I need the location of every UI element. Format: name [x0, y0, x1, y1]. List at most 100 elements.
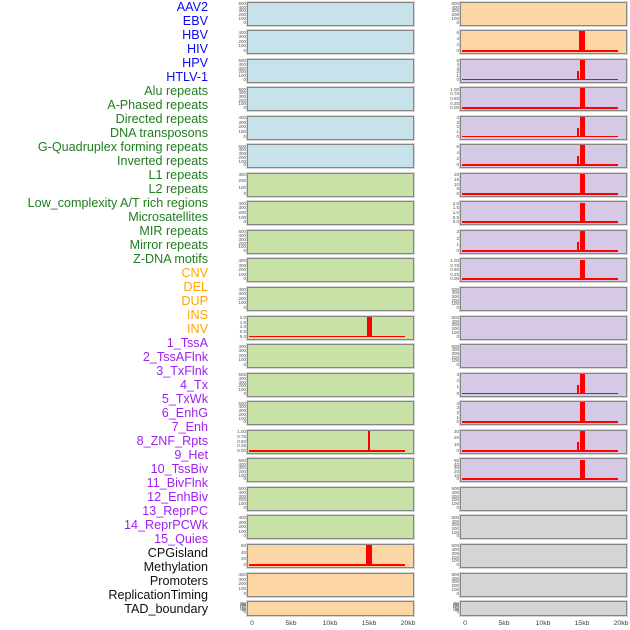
- row-label: 1_TssA: [166, 336, 208, 350]
- y-axis-tick-label: 400: [238, 90, 246, 96]
- track-panel: [247, 486, 414, 511]
- y-axis-tick-label: 0: [456, 419, 459, 425]
- track-panel: [460, 543, 627, 568]
- y-axis-tick-label: 10: [453, 182, 459, 188]
- y-axis-tick-label: 500: [451, 486, 459, 492]
- y-axis-tick-label: 3: [456, 405, 459, 411]
- y-axis-tick-label: 300: [238, 577, 246, 583]
- row-label: HIV: [187, 42, 208, 56]
- y-axis-tick-label: 400: [451, 319, 459, 325]
- y-axis-tick-label: 0.50: [450, 96, 459, 102]
- y-axis-tick-label: 300: [451, 494, 459, 500]
- y-axis-tick-label: 200: [451, 497, 459, 503]
- row-label: 9_Het: [174, 448, 208, 462]
- y-axis-tick-label: 0: [456, 533, 459, 539]
- y-axis-tick-label: 0.5: [239, 329, 246, 335]
- y-axis-tick-label: 0: [456, 48, 459, 54]
- y-axis-tick-label: 500: [238, 401, 246, 407]
- signal-baseline: [461, 221, 618, 224]
- y-axis-tick-label: 200: [238, 296, 246, 302]
- y-axis-tick-label: 40: [453, 462, 459, 467]
- row-label: L2 repeats: [148, 182, 208, 196]
- signal-spike-step: [577, 70, 580, 79]
- y-axis-tick-label: 2: [456, 124, 459, 130]
- y-axis-tick-label: 1.5: [452, 206, 459, 211]
- y-axis-tick-label: 100: [451, 530, 459, 536]
- y-axis-tick-label: 0: [456, 562, 459, 568]
- y-axis-tick-label: 200: [451, 555, 459, 561]
- y-axis-tick-label: 400: [238, 233, 246, 239]
- y-axis-tick-label: 3: [456, 372, 459, 378]
- y-axis-tick-label: 1.0: [239, 324, 246, 330]
- row-label: 11_BivFlnk: [146, 476, 208, 490]
- y-axis-tick-label: 400: [451, 576, 459, 582]
- y-axis-tick-label: 100: [238, 358, 246, 363]
- y-axis-tick-label: 300: [238, 263, 246, 269]
- y-axis-tick-label: 300: [238, 8, 246, 14]
- y-axis-tick-label: 300: [451, 351, 459, 357]
- y-axis-tick-label: 4: [456, 36, 459, 42]
- y-axis-tick-label: 100: [451, 501, 459, 507]
- y-axis-tick-label: 0.00: [237, 448, 246, 454]
- y-axis-tick-label: 10: [453, 473, 459, 479]
- y-axis-tick-label: 400: [238, 404, 246, 410]
- row-label: 8_ZNF_Rpts: [136, 434, 208, 448]
- signal-spike: [579, 202, 585, 224]
- y-axis-tick-label: 200: [238, 241, 246, 246]
- y-axis-tick-label: 100: [238, 300, 246, 306]
- y-axis-tick-label: 400: [451, 547, 459, 553]
- row-label: Methylation: [143, 560, 208, 574]
- y-axis-tick-label: 500: [238, 144, 246, 150]
- y-axis-tick-label: 200: [239, 605, 246, 610]
- y-axis-tick-label: 6: [456, 144, 459, 150]
- y-axis-tick-label: 0: [243, 562, 246, 568]
- y-axis-tick-label: 300: [451, 294, 459, 300]
- y-axis-tick-label: 4: [456, 401, 459, 407]
- y-axis-tick-label: 300: [238, 151, 246, 157]
- y-axis-tick-label: 200: [238, 12, 246, 18]
- y-axis-tick-label: 200: [451, 526, 459, 532]
- y-axis-tick-label: 4: [456, 115, 459, 121]
- track-panel: [247, 229, 414, 254]
- y-axis-tick-label: 300: [451, 8, 459, 14]
- y-axis-tick-label: 400: [238, 287, 246, 292]
- y-axis-tick-label: 0: [243, 162, 246, 168]
- y-axis-tick-label: 300: [238, 408, 246, 414]
- y-axis-tick-label: 100: [451, 358, 459, 364]
- signal-baseline: [461, 278, 618, 281]
- y-axis-tick-label: 3: [456, 120, 459, 126]
- y-axis-tick-label: 500: [238, 87, 246, 93]
- y-axis-tick-label: 150: [239, 606, 246, 611]
- row-label: HBV: [182, 28, 208, 42]
- track-panel: [247, 144, 414, 169]
- y-axis-tick-label: 20: [453, 435, 459, 441]
- track-panel: [247, 515, 414, 540]
- y-axis-tick-label: 4: [456, 150, 459, 156]
- y-axis-tick-label: 2: [456, 410, 459, 416]
- y-axis-tick-label: 0: [456, 334, 459, 340]
- y-axis-tick-label: 1: [456, 242, 459, 248]
- signal-spike: [579, 88, 585, 109]
- y-axis-tick-label: 0.00: [450, 105, 459, 111]
- y-axis-tick-label: 500: [451, 515, 459, 521]
- row-label: DEL: [183, 280, 209, 294]
- y-axis-tick-label: 100: [238, 73, 246, 79]
- y-axis-tick-label: 1: [456, 129, 459, 135]
- row-label: MIR repeats: [139, 224, 208, 238]
- y-axis-tick-label: 250: [452, 603, 459, 608]
- y-axis-tick-label: 200: [238, 210, 246, 216]
- signal-spike-step: [577, 127, 580, 136]
- row-label: 15_Quies: [154, 532, 208, 546]
- signal-baseline: [461, 421, 618, 423]
- track-panel: [247, 172, 414, 197]
- track-panel: [247, 372, 414, 397]
- y-axis-tick-label: 200: [238, 124, 246, 130]
- y-axis-tick-label: 2.0: [239, 315, 246, 321]
- y-axis-tick-label: 300: [451, 322, 459, 328]
- signal-baseline: [248, 335, 405, 338]
- y-axis-tick-label: 0: [243, 219, 246, 225]
- y-axis-tick-label: 0: [243, 48, 246, 54]
- row-label: CPGisland: [147, 546, 208, 560]
- y-axis-tick-label: 100: [238, 272, 246, 278]
- y-axis-tick-label: 2: [456, 69, 459, 75]
